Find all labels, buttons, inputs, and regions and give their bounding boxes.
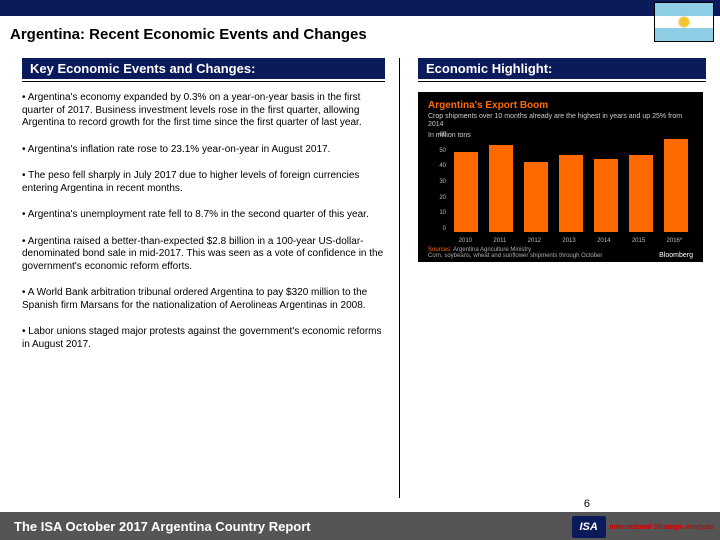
y-tick: 30 xyxy=(426,179,446,185)
chart-bar xyxy=(524,162,548,232)
right-column: Economic Highlight: Argentina's Export B… xyxy=(400,58,720,498)
y-tick: 20 xyxy=(426,195,446,201)
chart-bar xyxy=(489,145,513,232)
right-section-header: Economic Highlight: xyxy=(418,58,706,79)
y-tick: 50 xyxy=(426,148,446,154)
top-bar xyxy=(0,0,720,16)
x-tick: 2011 xyxy=(493,238,506,244)
chart-title: Argentina's Export Boom xyxy=(428,100,693,111)
chart-y-axis: 60 50 40 30 20 10 0 xyxy=(426,132,446,232)
bullet-item: • The peso fell sharply in July 2017 due… xyxy=(22,170,385,195)
chart-subtitle: Crop shipments over 10 months already ar… xyxy=(428,113,693,130)
chart-bar xyxy=(629,155,653,232)
chart-bar xyxy=(664,139,688,232)
divider xyxy=(22,81,385,82)
chart-bar xyxy=(454,152,478,232)
y-tick: 40 xyxy=(426,163,446,169)
isa-badge: ISA xyxy=(572,516,606,538)
chart-plot xyxy=(448,132,693,232)
argentina-flag xyxy=(654,2,714,42)
x-tick: 2010 xyxy=(459,238,472,244)
chart-brand: Bloomberg xyxy=(659,252,693,259)
y-tick: 10 xyxy=(426,210,446,216)
left-column: Key Economic Events and Changes: • Argen… xyxy=(0,58,400,498)
chart-bar xyxy=(594,159,618,232)
isa-logo: ISA International Strategic Analysis xyxy=(572,516,714,538)
x-tick: 2014 xyxy=(597,238,610,244)
footer-text: The ISA October 2017 Argentina Country R… xyxy=(14,519,311,534)
y-tick: 0 xyxy=(426,226,446,232)
page-title: Argentina: Recent Economic Events and Ch… xyxy=(10,26,367,43)
bullet-item: • A World Bank arbitration tribunal orde… xyxy=(22,287,385,312)
chart-bar xyxy=(559,155,583,232)
isa-logo-text: International Strategic Analysis xyxy=(610,524,714,531)
export-chart: Argentina's Export Boom Crop shipments o… xyxy=(418,92,703,262)
bullet-item: • Argentina's economy expanded by 0.3% o… xyxy=(22,92,385,130)
divider xyxy=(418,81,706,82)
y-tick: 60 xyxy=(426,132,446,138)
x-tick: 2015 xyxy=(632,238,645,244)
left-section-header: Key Economic Events and Changes: xyxy=(22,58,385,79)
bullet-item: • Argentina raised a better-than-expecte… xyxy=(22,236,385,274)
content-area: Key Economic Events and Changes: • Argen… xyxy=(0,58,720,498)
x-tick: 2016* xyxy=(667,238,683,244)
x-tick: 2013 xyxy=(562,238,575,244)
bullet-item: • Argentina's unemployment rate fell to … xyxy=(22,209,385,222)
chart-x-axis: 2010 2011 2012 2013 2014 2015 2016* xyxy=(448,238,693,244)
page-number: 6 xyxy=(584,498,590,510)
x-tick: 2012 xyxy=(528,238,541,244)
bullet-item: • Labor unions staged major protests aga… xyxy=(22,326,385,351)
chart-source: Sources: Argentina Agriculture Ministry … xyxy=(428,247,602,259)
bullet-item: • Argentina's inflation rate rose to 23.… xyxy=(22,144,385,157)
